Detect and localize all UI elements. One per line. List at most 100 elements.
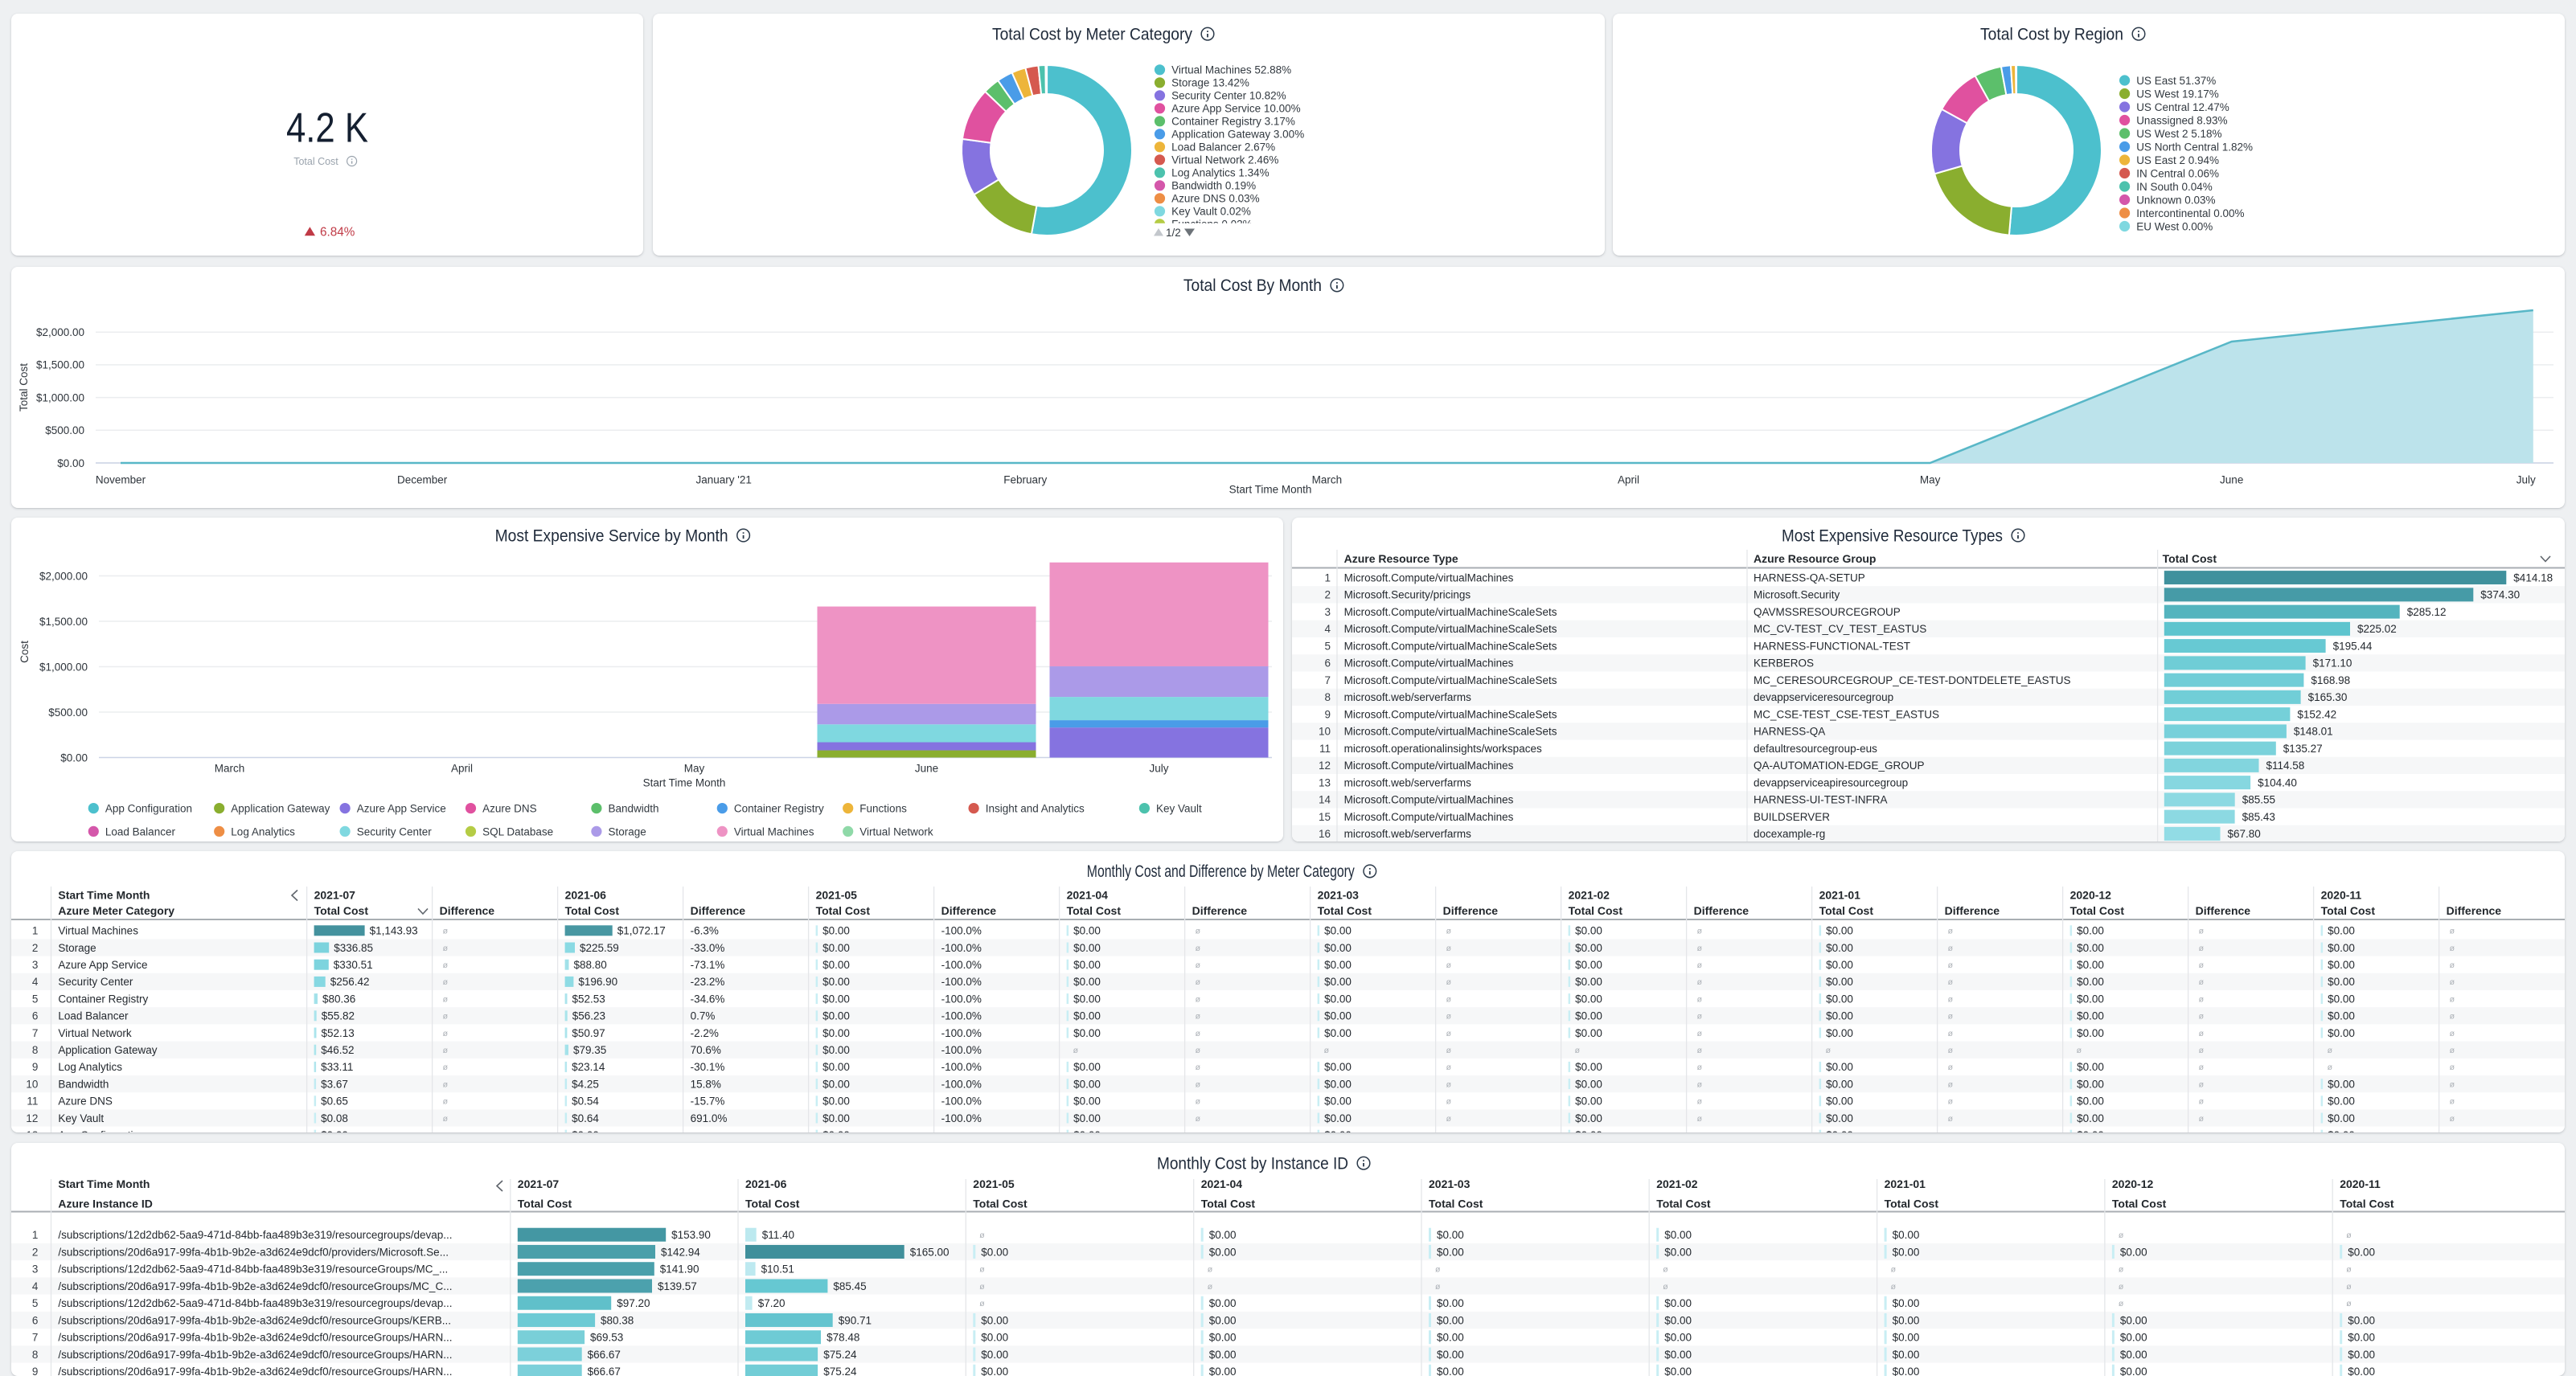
svg-text:Total Cost: Total Cost (1318, 904, 1372, 917)
svg-text:Virtual Machines: Virtual Machines (734, 825, 814, 837)
svg-text:$0.00: $0.00 (1209, 1314, 1237, 1326)
svg-text:$80.36: $80.36 (322, 993, 355, 1005)
svg-text:$11.40: $11.40 (762, 1229, 794, 1241)
svg-text:$0.00: $0.00 (1324, 976, 1352, 988)
svg-text:-33.0%: -33.0% (691, 942, 725, 954)
svg-text:3: 3 (1324, 606, 1331, 618)
svg-text:2020-11: 2020-11 (2321, 889, 2362, 902)
svg-text:$0.00: $0.00 (1437, 1332, 1464, 1344)
svg-text:$0.00: $0.00 (981, 1332, 1008, 1344)
svg-text:7: 7 (32, 1027, 39, 1039)
svg-text:ø: ø (2450, 1046, 2455, 1055)
svg-text:App Configuration: App Configuration (58, 1129, 145, 1132)
svg-text:June: June (2220, 474, 2243, 486)
svg-text:ø: ø (1196, 1046, 1201, 1055)
svg-text:$0.00: $0.00 (1664, 1229, 1692, 1241)
svg-text:ø: ø (443, 994, 449, 1004)
svg-text:Container Registry: Container Registry (734, 803, 824, 815)
svg-text:ø: ø (1196, 1131, 1201, 1132)
svg-text:2021-05: 2021-05 (973, 1177, 1015, 1190)
svg-text:-100.0%: -100.0% (941, 1078, 982, 1090)
svg-text:$171.10: $171.10 (2313, 657, 2352, 670)
svg-text:8: 8 (1324, 691, 1331, 703)
svg-text:Most Expensive Service by Mont: Most Expensive Service by Month (495, 526, 728, 545)
svg-text:$0.00: $0.00 (2328, 942, 2355, 954)
svg-text:$0.00: $0.00 (60, 751, 88, 764)
svg-text:$75.24: $75.24 (823, 1366, 857, 1376)
svg-text:ø: ø (2199, 927, 2205, 936)
svg-text:6.84%: 6.84% (320, 226, 355, 240)
svg-text:$0.00: $0.00 (1324, 993, 1352, 1005)
svg-text:12: 12 (1319, 760, 1331, 772)
svg-text:ø: ø (1446, 1012, 1452, 1022)
svg-text:ø: ø (1196, 1029, 1201, 1038)
svg-text:7: 7 (32, 1332, 39, 1344)
svg-text:Total Cost: Total Cost (1819, 904, 1874, 917)
svg-text:$0.00: $0.00 (822, 959, 850, 971)
svg-text:$0.00: $0.00 (981, 1349, 1008, 1361)
svg-text:$0.65: $0.65 (321, 1095, 348, 1108)
svg-text:Total Cost: Total Cost (1569, 904, 1623, 917)
svg-text:$46.52: $46.52 (321, 1044, 354, 1056)
svg-text:$0.00: $0.00 (1893, 1297, 1920, 1309)
svg-text:MC_CERESOURCEGROUP_CE-TEST-DON: MC_CERESOURCEGROUP_CE-TEST-DONTDELETE_EA… (1754, 674, 2071, 686)
svg-text:Key Vault 0.02%: Key Vault 0.02% (1171, 206, 1251, 218)
svg-text:$0.00: $0.00 (2328, 1112, 2355, 1124)
svg-text:$0.00: $0.00 (1575, 1078, 1602, 1090)
svg-text:2021-01: 2021-01 (1885, 1177, 1926, 1190)
svg-text:2: 2 (32, 1246, 39, 1258)
svg-text:$1,500.00: $1,500.00 (39, 616, 88, 628)
svg-text:-100.0%: -100.0% (941, 1095, 982, 1108)
svg-text:$0.00: $0.00 (822, 1095, 850, 1108)
svg-text:0.7%: 0.7% (691, 1010, 716, 1022)
svg-text:$0.00: $0.00 (1324, 1027, 1352, 1039)
svg-text:Total Cost: Total Cost (973, 1197, 1028, 1210)
svg-text:$0.00: $0.00 (822, 976, 850, 988)
svg-text:March: March (215, 762, 245, 774)
svg-text:$0.54: $0.54 (572, 1095, 599, 1108)
svg-text:Start Time Month: Start Time Month (58, 1177, 150, 1190)
svg-text:ø: ø (1196, 1079, 1201, 1089)
svg-text:ø: ø (2199, 1029, 2205, 1038)
svg-text:/subscriptions/20d6a917-99fa-4: /subscriptions/20d6a917-99fa-4b1b-9b2e-a… (58, 1280, 452, 1292)
svg-text:9: 9 (32, 1366, 39, 1376)
svg-text:ø: ø (1196, 944, 1201, 953)
svg-text:Key Vault: Key Vault (58, 1112, 104, 1124)
svg-text:$0.00: $0.00 (1826, 993, 1853, 1005)
svg-text:$1,143.93: $1,143.93 (370, 925, 418, 937)
svg-text:$0.64: $0.64 (572, 1112, 599, 1124)
svg-text:2021-04: 2021-04 (1067, 889, 1109, 902)
svg-text:$0.00: $0.00 (1893, 1332, 1920, 1344)
svg-text:$0.00: $0.00 (1324, 1095, 1352, 1108)
svg-text:Difference: Difference (2196, 904, 2251, 917)
svg-text:$0.00: $0.00 (2077, 1112, 2104, 1124)
svg-text:$0.00: $0.00 (2077, 1027, 2104, 1039)
svg-text:$0.00: $0.00 (1575, 942, 1602, 954)
svg-text:ø: ø (443, 1029, 449, 1038)
svg-text:$0.00: $0.00 (1893, 1349, 1920, 1361)
svg-text:Azure Meter Category: Azure Meter Category (58, 904, 174, 917)
svg-text:$0.00: $0.00 (1073, 959, 1101, 971)
svg-text:-100.0%: -100.0% (941, 1112, 982, 1124)
svg-text:ø: ø (1891, 1265, 1897, 1275)
svg-text:Security Center 10.82%: Security Center 10.82% (1171, 90, 1286, 102)
svg-text:ø: ø (2346, 1282, 2352, 1292)
svg-text:Total Cost by Region: Total Cost by Region (1980, 25, 2123, 44)
svg-text:-100.0%: -100.0% (941, 1027, 982, 1039)
svg-text:$0.00: $0.00 (2348, 1314, 2375, 1326)
svg-text:$3.67: $3.67 (321, 1078, 348, 1090)
svg-text:Difference: Difference (1945, 904, 2000, 917)
svg-text:Start Time Month: Start Time Month (58, 889, 150, 902)
svg-text:$0.00: $0.00 (1826, 1112, 1853, 1124)
svg-text:ø: ø (945, 1131, 950, 1132)
svg-text:US West 2 5.18%: US West 2 5.18% (2136, 128, 2221, 140)
svg-text:ø: ø (2199, 1114, 2205, 1124)
svg-text:$33.11: $33.11 (321, 1061, 353, 1073)
svg-text:-100.0%: -100.0% (941, 993, 982, 1005)
svg-text:$0.00: $0.00 (1575, 1010, 1602, 1022)
svg-text:ø: ø (1446, 1114, 1452, 1124)
svg-text:microsoft.web/serverfarms: microsoft.web/serverfarms (1344, 828, 1472, 840)
svg-text:ø: ø (1196, 1097, 1201, 1107)
svg-text:$336.85: $336.85 (334, 942, 373, 954)
svg-text:$85.55: $85.55 (2242, 794, 2275, 806)
